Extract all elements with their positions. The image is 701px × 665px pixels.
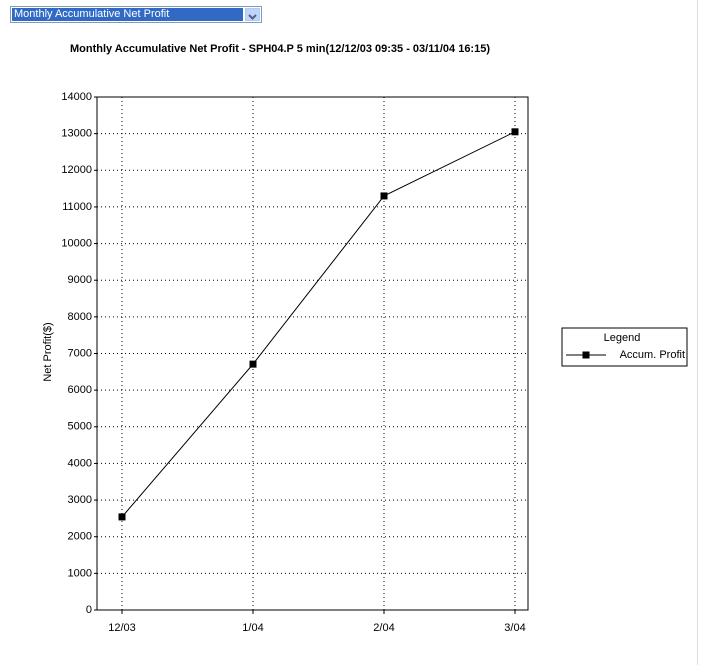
x-tick-label: 1/04 bbox=[242, 622, 263, 634]
x-tick-label: 2/04 bbox=[373, 622, 394, 634]
y-tick-label: 12000 bbox=[61, 164, 92, 176]
selected-option[interactable]: Monthly Accumulative Net Profit bbox=[12, 8, 243, 21]
y-tick-label: 9000 bbox=[68, 274, 92, 286]
y-tick-label: 6000 bbox=[68, 384, 92, 396]
y-tick-label: 8000 bbox=[68, 311, 92, 323]
data-point bbox=[511, 128, 519, 136]
legend-label: Accum. Profit bbox=[620, 349, 685, 361]
x-tick-label: 3/04 bbox=[504, 622, 525, 634]
series-line bbox=[121, 131, 516, 518]
data-point bbox=[380, 192, 388, 200]
y-tick-label: 3000 bbox=[68, 494, 92, 506]
y-tick-label: 4000 bbox=[68, 457, 92, 469]
dropdown-button[interactable] bbox=[245, 8, 260, 21]
chart-selector[interactable]: Monthly Accumulative Net Profit bbox=[10, 6, 262, 23]
y-tick-label: 2000 bbox=[68, 531, 92, 543]
panel-edge bbox=[697, 0, 698, 665]
y-tick-label: 11000 bbox=[62, 201, 92, 213]
legend-marker bbox=[582, 351, 590, 359]
y-tick-label: 10000 bbox=[61, 237, 92, 249]
data-point bbox=[249, 360, 257, 368]
chart-title: Monthly Accumulative Net Profit - SPH04.… bbox=[70, 43, 490, 55]
y-tick-label: 13000 bbox=[61, 128, 92, 140]
dropdown-arrow bbox=[248, 14, 257, 20]
plot-frame bbox=[96, 96, 529, 611]
y-tick-label: 14000 bbox=[61, 91, 92, 103]
legend-title: Legend bbox=[604, 332, 641, 344]
y-tick-label: 1000 bbox=[68, 567, 92, 579]
x-tick-label: 12/03 bbox=[108, 622, 136, 634]
y-tick-label: 5000 bbox=[68, 421, 92, 433]
y-tick-label: 7000 bbox=[68, 347, 92, 359]
y-axis-label: Net Profit($) bbox=[42, 322, 54, 381]
legend-box bbox=[561, 327, 688, 367]
y-tick-label: 0 bbox=[86, 604, 92, 616]
data-point bbox=[118, 513, 126, 521]
